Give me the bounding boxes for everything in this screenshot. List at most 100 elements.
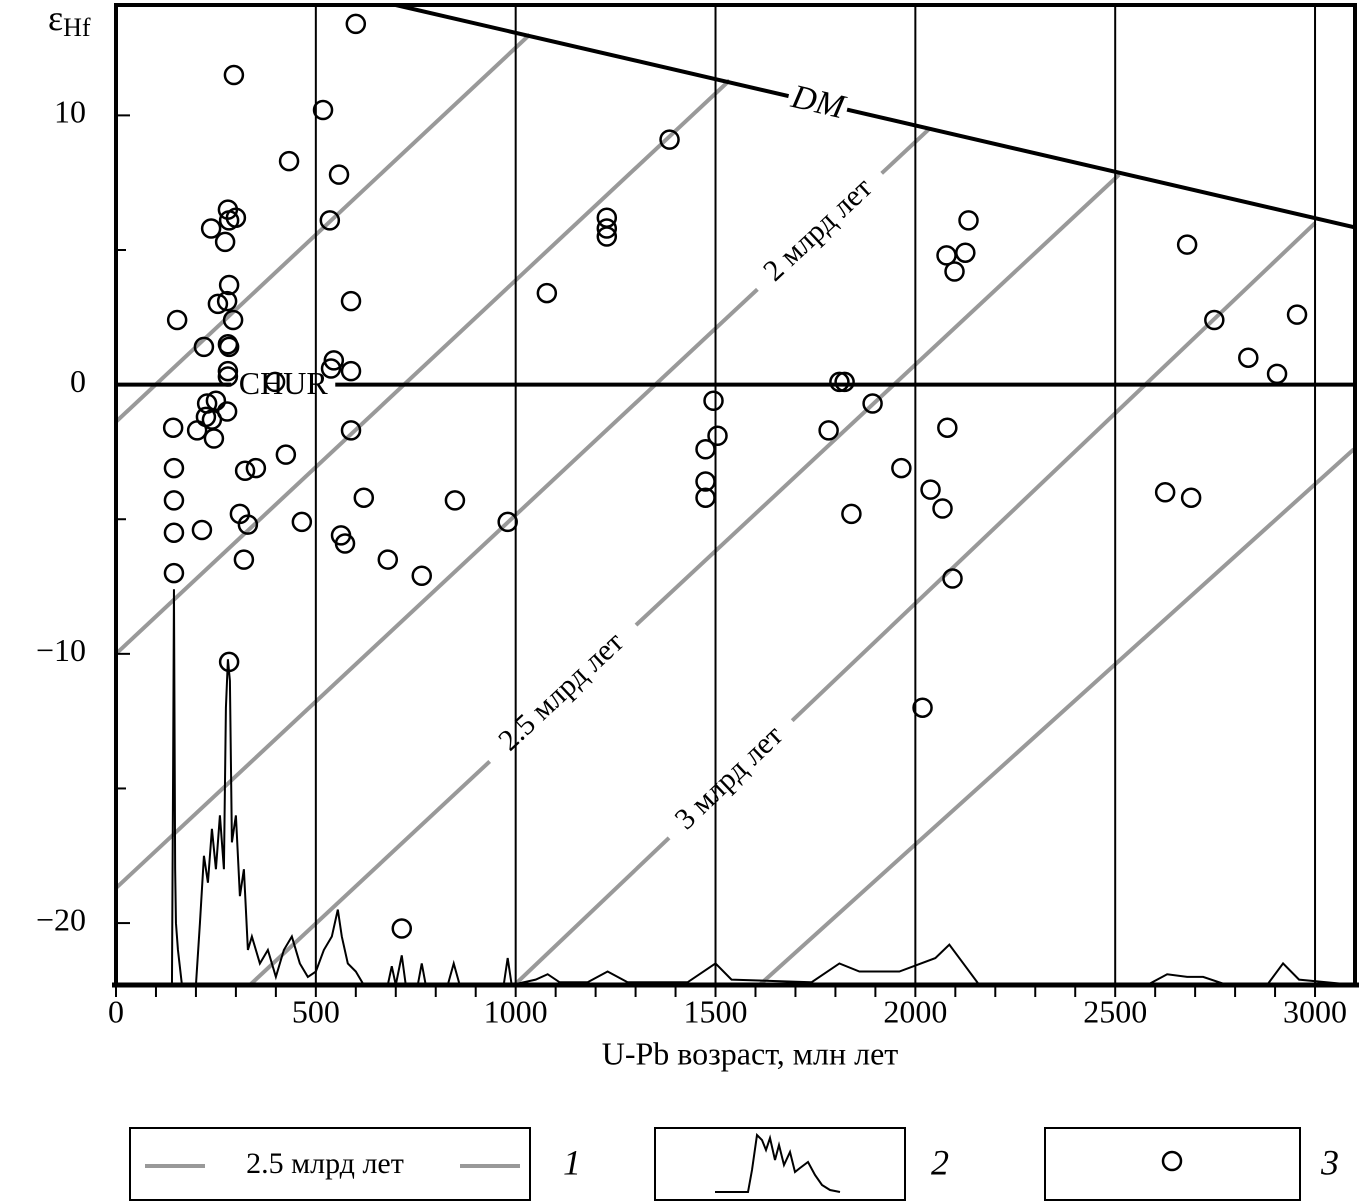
y-axis-label: εHf [48,0,91,42]
data-point [275,444,297,465]
data-point [377,549,399,570]
data-point [218,651,240,673]
legend-label: 2.5 млрд лет [246,1147,404,1180]
data-point [312,99,334,121]
data-point [163,562,185,584]
data-point [1176,234,1198,255]
data-point [162,417,184,438]
data-point [391,918,413,939]
label-gap [478,613,647,774]
kde-curve [170,589,1355,985]
y-label-main: ε [48,0,63,38]
data-point [334,533,356,554]
data-point [659,129,680,150]
data-point [216,290,238,312]
data-point [200,218,222,239]
y-label-sub: Hf [63,13,91,42]
data-point [207,293,229,315]
model-age-line [116,33,532,424]
model-age-line [116,78,731,656]
y-tick-label: 0 [70,363,86,399]
data-point [695,438,716,460]
data-point [345,13,367,35]
data-point [205,390,227,412]
data-point [1154,482,1176,503]
data-point [203,428,225,449]
label-gap [746,161,893,302]
label-gap [658,709,804,850]
data-point [237,514,259,535]
data-point [444,490,466,511]
data-point [214,231,236,253]
line-label: 3 млрд лет [668,719,789,836]
data-point [703,390,724,412]
data-point [291,511,313,533]
data-point [245,457,267,479]
data-point [707,425,728,447]
legend-number: 2 [931,1142,949,1182]
model-age-line [758,447,1355,985]
data-point [163,522,185,543]
data-point [218,210,240,231]
data-point [163,457,185,479]
x-tick-label: 1000 [484,993,548,1029]
legend-box [1044,1127,1301,1201]
legend-curve [715,1132,841,1193]
x-tick-label: 2000 [883,993,947,1029]
data-point [937,417,958,438]
data-point [829,371,850,393]
label-gap [784,80,851,126]
data-point [340,360,362,382]
data-point [834,371,855,393]
data-point [862,393,883,414]
legend-box [129,1127,531,1201]
data-point [596,218,618,239]
data-point [596,226,618,247]
data-point [222,309,244,331]
data-point [944,261,965,282]
reference-label: DM [787,78,849,127]
data-point [233,549,255,570]
legend-box [654,1127,906,1201]
data-point [217,366,239,387]
data-point [932,498,953,519]
y-tick-label: −10 [36,632,86,668]
data-point [942,568,963,589]
legend: 2.5 млрд лет 1 2 3 [129,1127,1339,1201]
data-point [1180,487,1202,508]
plot-frame [114,3,1357,987]
x-tick-label: 2500 [1083,993,1147,1029]
data-point [217,360,239,382]
data-point [536,282,558,304]
data-point [497,511,518,533]
data-point [193,336,215,358]
data-point [1238,347,1259,368]
data-point [411,565,433,587]
data-point [891,457,912,479]
data-point [912,697,933,718]
data-point [1286,304,1308,325]
data-point [1204,309,1225,331]
x-tick-label: 500 [292,993,340,1029]
legend-number: 3 [1320,1142,1339,1182]
legend-marker [1161,1150,1183,1172]
x-tick-label: 0 [108,993,124,1029]
data-point [191,519,213,541]
data-point [353,487,375,508]
data-point [841,503,862,525]
data-point [955,242,976,263]
data-point [234,460,256,482]
data-point [163,490,185,511]
data-point [958,210,979,231]
data-point [920,479,941,500]
data-point [818,420,839,441]
data-point [278,150,300,172]
data-point [218,274,240,296]
line-label: 2.5 млрд лет [492,626,630,758]
data-point [340,420,362,441]
x-tick-label: 1500 [684,993,748,1029]
legend-number: 1 [563,1142,581,1182]
x-axis-label: U-Pb возраст, млн лет [602,1035,899,1071]
